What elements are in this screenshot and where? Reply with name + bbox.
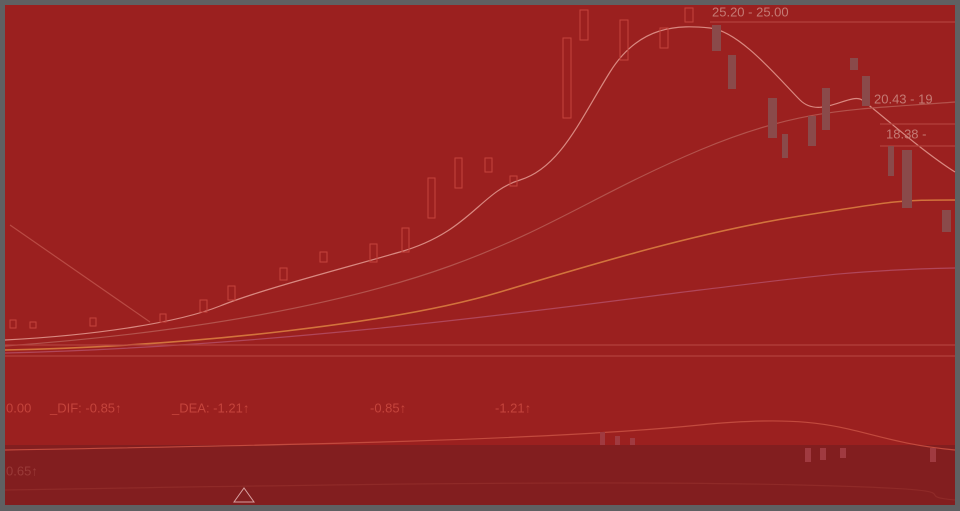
indicator-label: 0.00 [6, 400, 31, 415]
indicator-row: 0.00 _DIF: -0.85↑ _DEA: -1.21↑ -0.85↑ -1… [6, 400, 531, 478]
candles [9, 7, 694, 329]
moving-averages [4, 21, 956, 501]
price-labels: 25.20 - 25.00 20.43 - 19 18.38 - [712, 4, 933, 141]
lower-panel [5, 445, 955, 505]
macd-bars [600, 432, 936, 462]
price-label: 18.38 - [886, 126, 926, 141]
indicator-label: -1.21↑ [495, 400, 531, 415]
indicator-label: 0.65↑ [6, 463, 38, 478]
marker-icon [233, 487, 255, 503]
indicator-label: _DIF: -0.85↑ [49, 400, 122, 415]
down-candles [712, 25, 951, 232]
price-label: 20.43 - 19 [874, 91, 933, 106]
indicator-label: _DEA: -1.21↑ [171, 400, 249, 415]
indicator-label: -0.85↑ [370, 400, 406, 415]
price-label: 25.20 - 25.00 [712, 4, 789, 19]
